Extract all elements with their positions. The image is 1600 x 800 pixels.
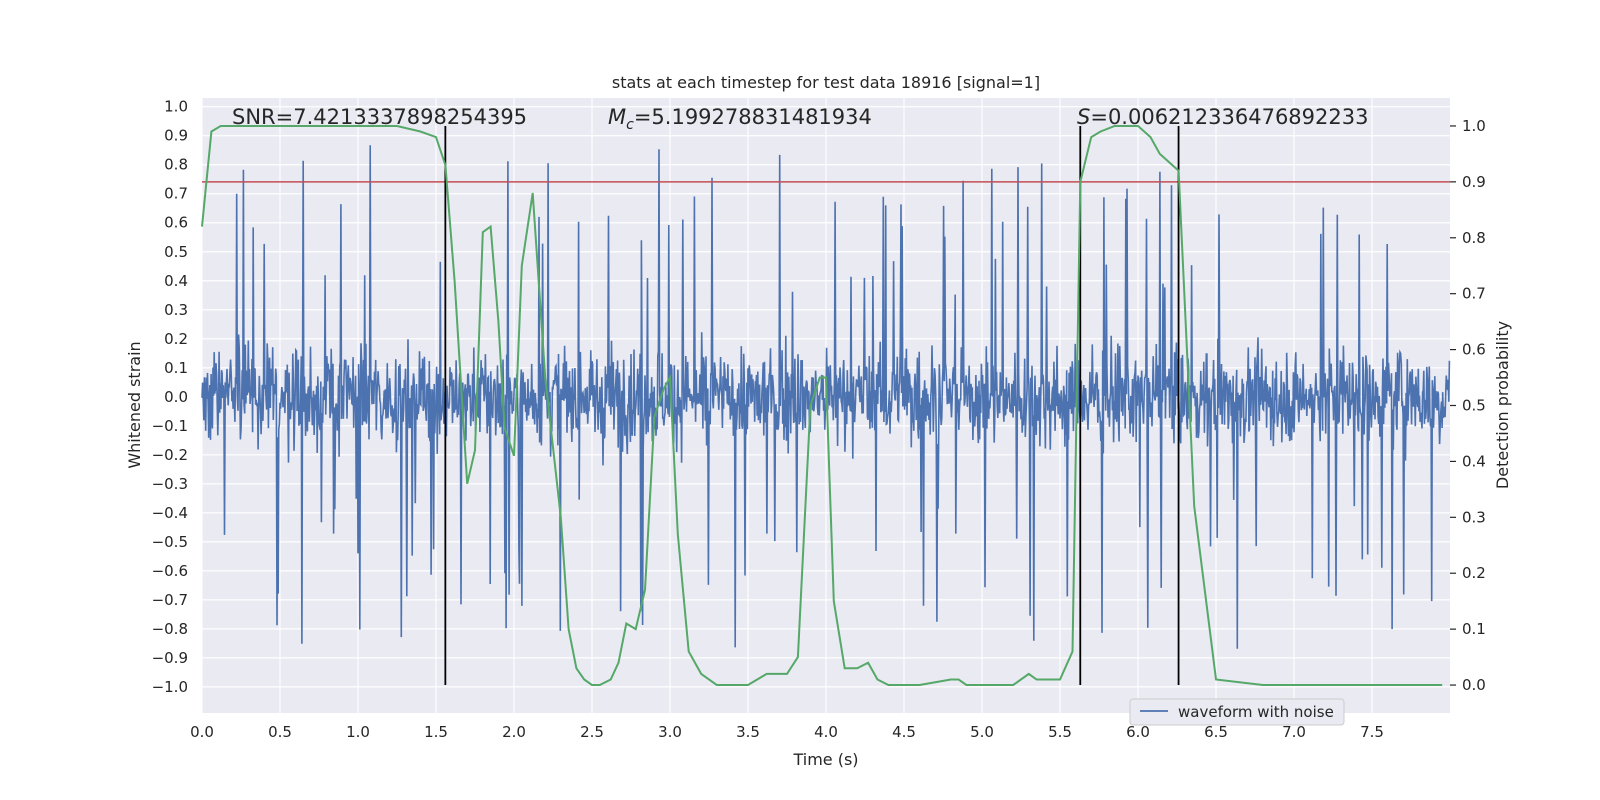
y-left-axis-label: Whitened strain xyxy=(125,341,144,468)
y-left-tick-label: 0.2 xyxy=(164,330,188,348)
x-tick-label: 2.0 xyxy=(502,723,526,741)
y-left-tick-label: −0.9 xyxy=(152,649,188,667)
y-left-tick-label: 0.0 xyxy=(164,388,188,406)
x-axis-ticks: 0.0 0.5 1.0 1.5 2.0 2.5 3.0 3.5 4.0 4.5 5.0 5.5 6.0 6… xyxy=(190,723,1384,741)
y-left-tick-label: −1.0 xyxy=(152,678,188,696)
y-left-tick-label: 0.1 xyxy=(164,359,188,377)
x-tick-label: 6.5 xyxy=(1204,723,1228,741)
y-left-tick-label: 0.6 xyxy=(164,214,188,232)
y-left-tick-label: −0.5 xyxy=(152,533,188,551)
y-right-tick-label: 0.2 xyxy=(1462,564,1486,582)
y-left-axis-ticks: 1.0 0.9 0.8 0.7 0.6 0.5 0.4 0.3 0.2 0.1 0.0 −0.1 −0.… xyxy=(152,98,188,696)
y-left-tick-label: 0.8 xyxy=(164,156,188,174)
y-left-tick-label: −0.4 xyxy=(152,504,188,522)
y-left-tick-label: −0.2 xyxy=(152,446,188,464)
x-tick-label: 3.0 xyxy=(658,723,682,741)
probability-line xyxy=(201,125,1443,686)
y-right-tick-label: 0.6 xyxy=(1462,341,1486,359)
x-tick-label: 7.5 xyxy=(1360,723,1384,741)
x-tick-label: 1.5 xyxy=(424,723,448,741)
y-right-axis-label: Detection probability xyxy=(1493,321,1512,489)
y-left-tick-label: 1.0 xyxy=(164,98,188,116)
y-right-tick-label: 0.7 xyxy=(1462,285,1486,303)
x-tick-label: 4.5 xyxy=(892,723,916,741)
x-axis-label: Time (s) xyxy=(792,750,858,769)
s-symbol: S xyxy=(1077,105,1090,129)
x-tick-label: 6.0 xyxy=(1126,723,1150,741)
y-right-axis-ticks: 1.0 0.9 0.8 0.7 0.6 0.5 0.4 0.3 0.2 0.1 0.0 xyxy=(1450,117,1486,694)
legend-label: waveform with noise xyxy=(1178,703,1334,721)
snr-annotation: SNR=7.4213337898254395 xyxy=(232,105,527,129)
x-tick-label: 5.5 xyxy=(1048,723,1072,741)
x-tick-label: 5.0 xyxy=(970,723,994,741)
y-left-tick-label: 0.9 xyxy=(164,127,188,145)
x-tick-label: 0.0 xyxy=(190,723,214,741)
s-value: =0.006212336476892233 xyxy=(1090,105,1368,129)
chart-title: stats at each timestep for test data 189… xyxy=(612,73,1040,92)
x-tick-label: 1.0 xyxy=(346,723,370,741)
y-right-tick-label: 0.1 xyxy=(1462,620,1486,638)
y-left-tick-label: 0.5 xyxy=(164,243,188,261)
x-tick-label: 2.5 xyxy=(580,723,604,741)
y-left-tick-label: −0.6 xyxy=(152,562,188,580)
x-tick-label: 3.5 xyxy=(736,723,760,741)
y-right-tick-label: 0.9 xyxy=(1462,173,1486,191)
x-tick-label: 4.0 xyxy=(814,723,838,741)
y-right-tick-label: 0.0 xyxy=(1462,676,1486,694)
y-right-tick-label: 0.8 xyxy=(1462,229,1486,247)
y-left-tick-label: 0.4 xyxy=(164,272,188,290)
y-right-tick-label: 0.4 xyxy=(1462,452,1486,470)
y-left-tick-label: 0.3 xyxy=(164,301,188,319)
s-annotation: S=0.006212336476892233 xyxy=(1077,105,1368,129)
chirp-mass-subscript: c xyxy=(626,117,634,133)
y-left-tick-label: −0.3 xyxy=(152,475,188,493)
probability-series xyxy=(201,125,1443,686)
waveform-line xyxy=(201,145,1451,649)
y-right-tick-label: 0.5 xyxy=(1462,397,1486,415)
x-tick-label: 7.0 xyxy=(1282,723,1306,741)
y-right-tick-label: 1.0 xyxy=(1462,117,1486,135)
chirp-mass-symbol: M xyxy=(608,105,626,129)
x-tick-label: 0.5 xyxy=(268,723,292,741)
y-right-tick-label: 0.3 xyxy=(1462,508,1486,526)
y-left-tick-label: 0.7 xyxy=(164,185,188,203)
waveform-series xyxy=(201,145,1451,649)
legend: waveform with noise xyxy=(1129,698,1345,726)
y-left-tick-label: −0.7 xyxy=(152,591,188,609)
chirp-mass-value: =5.199278831481934 xyxy=(634,105,872,129)
chirp-mass-annotation: Mc=5.199278831481934 xyxy=(608,105,872,133)
legend-box xyxy=(1129,698,1345,726)
y-left-tick-label: −0.8 xyxy=(152,620,188,638)
y-left-tick-label: −0.1 xyxy=(152,417,188,435)
